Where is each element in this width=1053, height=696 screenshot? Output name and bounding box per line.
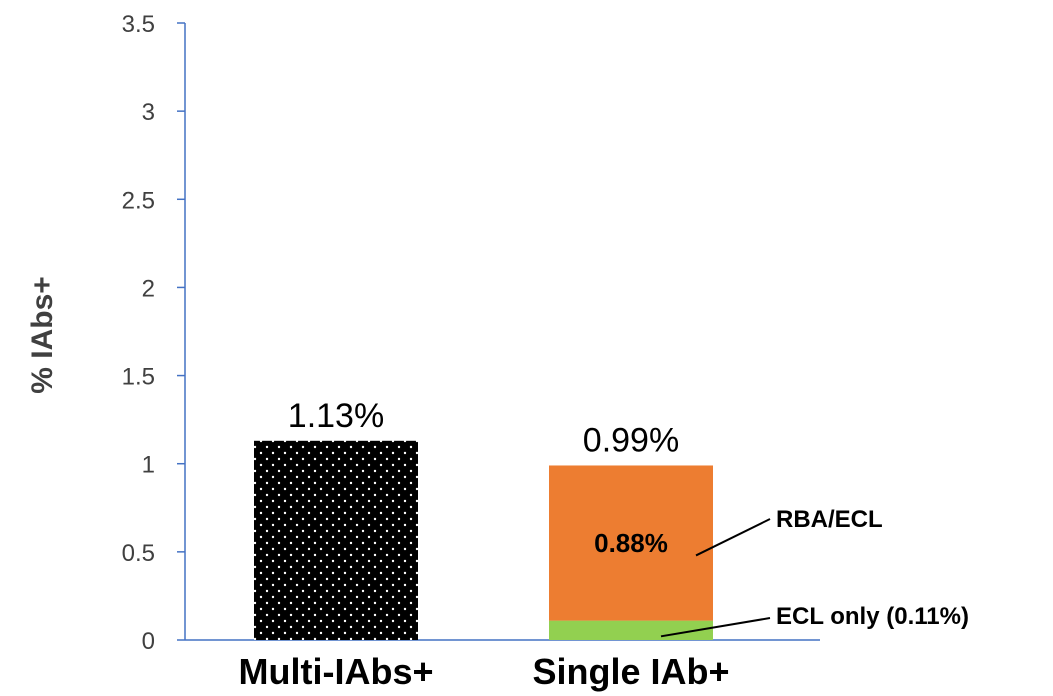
annotation-label: RBA/ECL	[776, 506, 883, 533]
segment-value-label: 0.88%	[594, 528, 668, 558]
y-tick-label: 0	[142, 628, 155, 655]
annotation-leader-line	[660, 617, 771, 638]
y-tick-label: 3.5	[122, 11, 155, 38]
y-tick-label: 2	[142, 275, 155, 302]
y-axis: 0 0.5 1 1.5 2 2.5 3 3.5	[122, 11, 820, 655]
category-label: Single IAb+	[532, 651, 729, 692]
labels: 1.13% Multi-IAbs+ ECL only (0.11%) 0.88% RBA…	[239, 397, 969, 692]
y-tick-label: 3	[142, 99, 155, 126]
y-tick-label: 2.5	[122, 187, 155, 214]
annotation-leader-line	[695, 518, 771, 557]
bar-total-label: 1.13%	[288, 397, 384, 435]
category-label: Multi-IAbs+	[239, 651, 434, 692]
bar-segment	[254, 440, 418, 640]
bars	[254, 440, 713, 640]
y-tick-label: 0.5	[122, 540, 155, 567]
y-tick-label: 1.5	[122, 364, 155, 391]
y-axis-label: % IAbs+	[26, 276, 59, 394]
bar-total-label: 0.99%	[583, 421, 679, 459]
bar-segment	[549, 620, 713, 640]
bar-segment	[549, 465, 713, 621]
annotation-label: ECL only (0.11%)	[776, 603, 969, 630]
y-tick-label: 1	[142, 452, 155, 479]
